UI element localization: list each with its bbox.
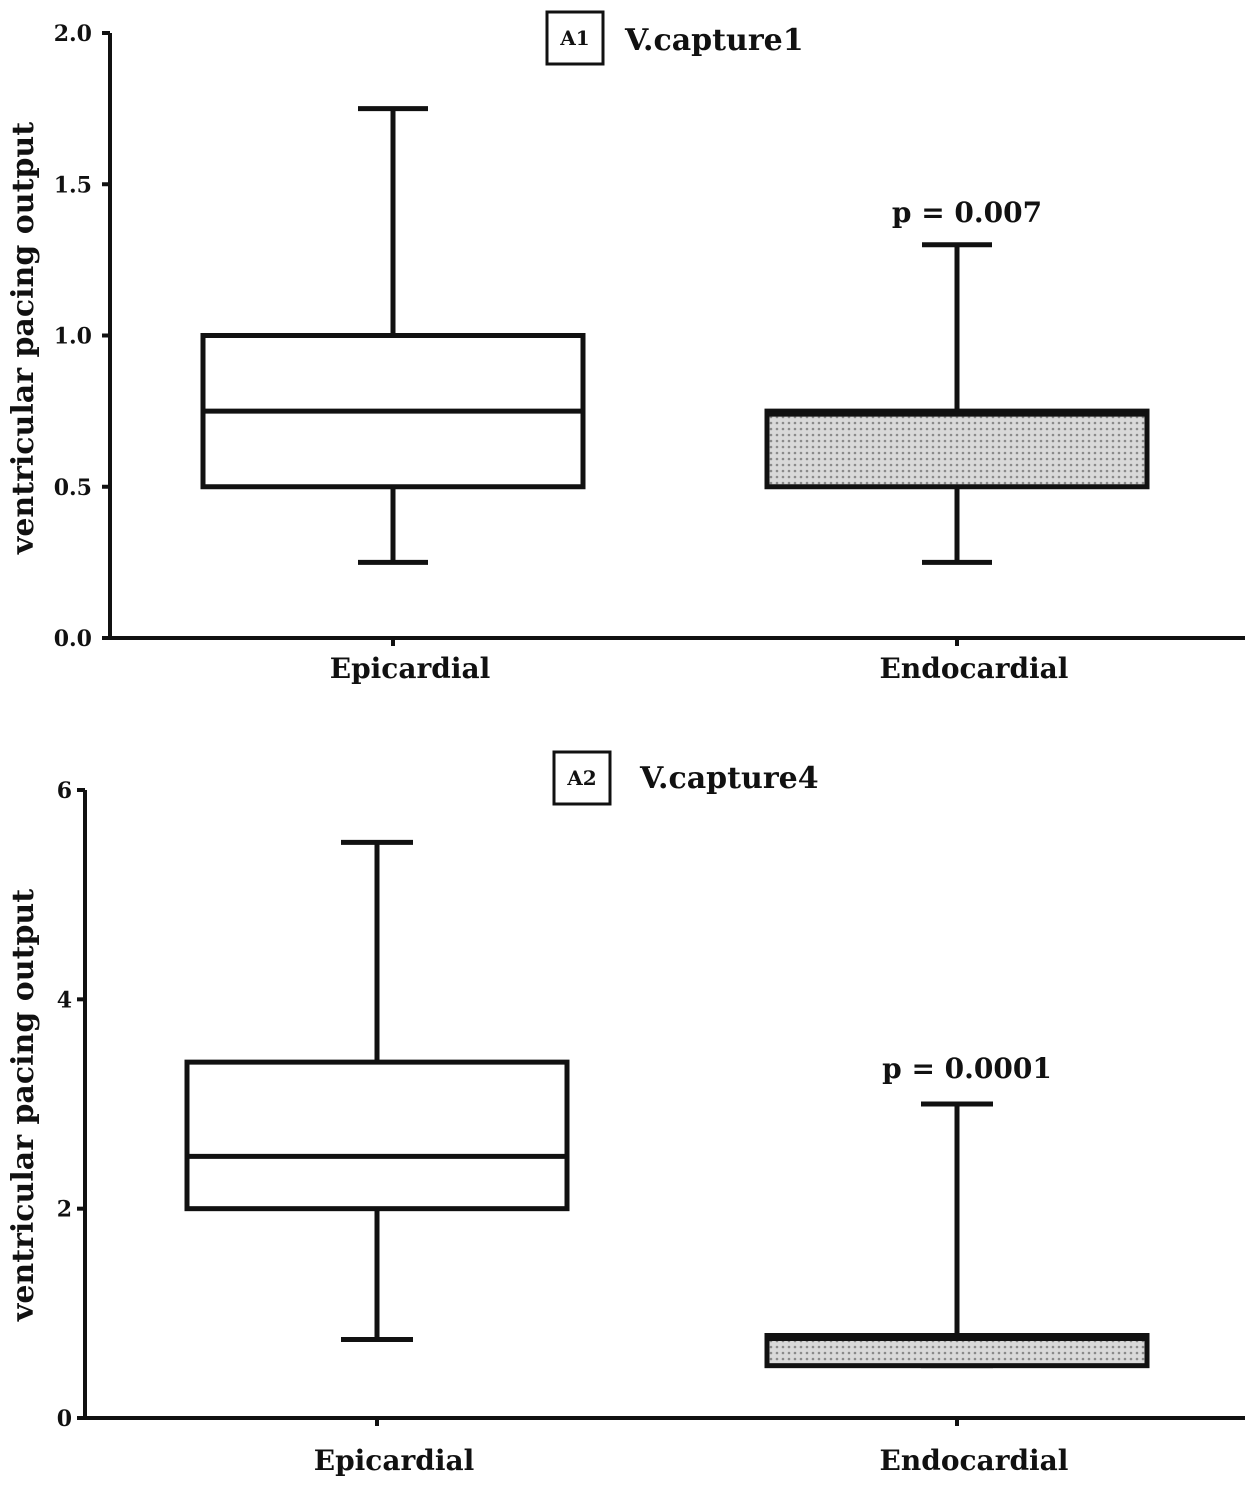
box-epicardial xyxy=(200,106,586,565)
y-tick-label: 2.0 xyxy=(54,21,92,47)
box-endocardial xyxy=(764,242,1150,565)
x-tick-label: Endocardial xyxy=(880,652,1069,685)
box-iqr xyxy=(184,1059,570,1212)
y-tick-label: 0.0 xyxy=(54,626,92,652)
chart-panel-a2: 0 2 4 6 ventricular pacing output A2 V.capture… xyxy=(6,750,1245,1477)
box-iqr xyxy=(764,408,1150,490)
y-tick-label: 1.0 xyxy=(54,324,92,350)
box-endocardial xyxy=(764,1101,1150,1369)
y-tick-label: 1.5 xyxy=(54,172,92,198)
x-tick-label: Epicardial xyxy=(314,1444,475,1477)
chart-panel-a1: 0.0 0.5 1.0 1.5 2.0 ventricular pacing output… xyxy=(6,10,1245,685)
x-tick-label: Epicardial xyxy=(330,652,491,685)
p-value-annotation: p = 0.0001 xyxy=(882,1052,1052,1085)
y-tick-label: 2 xyxy=(57,1197,72,1223)
chart-title: V.capture4 xyxy=(639,761,819,796)
panel-tag-label: A2 xyxy=(566,766,596,790)
y-tick-label: 4 xyxy=(57,987,72,1013)
y-tick-label: 6 xyxy=(57,778,72,804)
box-epicardial xyxy=(184,839,570,1342)
y-axis-label: ventricular pacing output xyxy=(6,122,41,555)
panel-tag-label: A1 xyxy=(559,26,589,50)
chart-title: V.capture1 xyxy=(624,23,804,58)
y-tick-label: 0.5 xyxy=(54,475,92,501)
panel-tag-box xyxy=(545,10,605,66)
p-value-annotation: p = 0.007 xyxy=(892,196,1042,229)
y-axis-label: ventricular pacing output xyxy=(6,889,41,1322)
x-tick-label: Endocardial xyxy=(880,1444,1069,1477)
y-tick-label: 0 xyxy=(57,1406,72,1432)
panel-tag-box xyxy=(552,750,612,806)
